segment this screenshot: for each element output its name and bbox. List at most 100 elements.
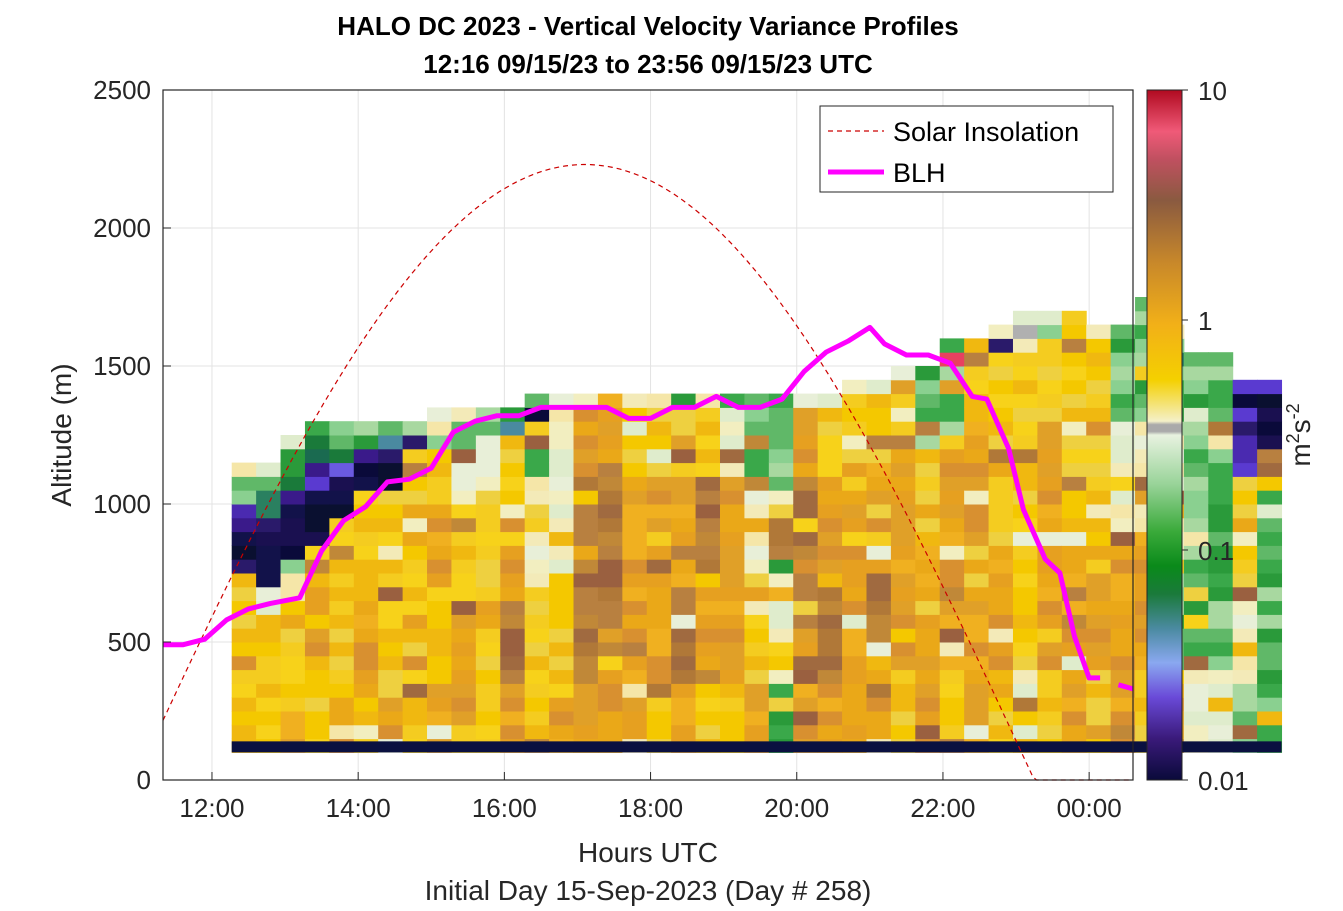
heatmap-cell [671,724,697,740]
heatmap-cell [500,614,526,629]
heatmap-cell [231,586,257,602]
heatmap-cell [939,531,965,546]
heatmap-cell [939,545,965,560]
heatmap-cell [1110,655,1136,671]
heatmap-cell [402,504,428,519]
heatmap-cell [646,628,672,643]
heatmap-cell [866,393,892,408]
heatmap-cell [793,642,819,657]
heatmap-cell [744,724,770,740]
heatmap-cell [549,476,575,491]
heatmap-cell [280,600,306,615]
heatmap-cell [1183,600,1209,615]
heatmap-cell [964,586,990,602]
heatmap-cell [1232,724,1258,740]
heatmap-cell [1037,669,1063,684]
heatmap-cell [304,476,330,491]
heatmap-cell [866,435,892,450]
y-tick-label: 1500 [93,351,151,381]
heatmap-cell [671,628,697,643]
heatmap-cell [1012,628,1038,643]
heatmap-cell [1061,545,1087,560]
heatmap-cell [353,697,379,712]
heatmap-cell [915,366,941,381]
heatmap-cell [402,545,428,560]
heatmap-cell [744,448,770,464]
heatmap-cell [549,586,575,602]
heatmap-cell [256,586,282,602]
heatmap-cell [329,697,355,712]
heatmap-cell [1257,655,1283,671]
heatmap-cell [842,379,867,395]
heatmap-cell [329,724,355,740]
heatmap-cell [622,476,648,491]
heatmap-cell [1208,393,1234,408]
heatmap-cell [1061,697,1087,712]
x-tick-label: 14:00 [326,793,391,823]
x-tick-label: 12:00 [179,793,244,823]
heatmap-cell [304,614,330,629]
heatmap-cell [866,379,892,395]
heatmap-cell [842,393,867,408]
heatmap-cell [695,724,721,740]
heatmap-cell [646,393,672,408]
heatmap-cell [817,655,843,671]
heatmap-cell [1012,531,1038,546]
legend-box [819,105,1114,193]
heatmap-cell [427,628,452,643]
heatmap-cell [1061,421,1087,436]
heatmap-cell [1257,407,1283,422]
heatmap-cell [793,573,819,588]
heatmap-cell [378,573,404,588]
heatmap-cell [793,462,819,477]
heatmap-cell [915,697,941,712]
heatmap-cell [1208,517,1234,533]
heatmap-cell [1183,407,1209,422]
heatmap-cell [1183,421,1209,436]
heatmap-cell [231,683,257,698]
heatmap-cell [573,393,599,408]
heatmap-cell [964,421,990,436]
heatmap-cell [280,628,306,643]
heatmap-cell [1037,628,1063,643]
heatmap-cell [549,711,575,726]
heatmap-cell [695,435,721,450]
heatmap-cell [793,504,819,519]
heatmap-cell [304,462,330,477]
heatmap-cell [671,448,697,464]
heatmap-cell [842,724,867,740]
heatmap-cell [353,724,379,740]
heatmap-cell [695,586,721,602]
heatmap-cell [817,628,843,643]
heatmap-cell [549,517,575,533]
heatmap-cell [1183,448,1209,464]
heatmap-cell [1012,683,1038,698]
heatmap-cell [1257,711,1283,726]
legend-blh-label: BLH [893,158,946,188]
heatmap-cell [256,573,282,588]
heatmap-cell [573,435,599,450]
heatmap-cell [866,545,892,560]
heatmap-cell [402,421,428,436]
heatmap-cell [1037,504,1063,519]
heatmap-cell [817,504,843,519]
heatmap-cell [427,421,452,436]
heatmap-cell [1110,324,1136,339]
heatmap-cell [524,586,550,602]
heatmap-cell [744,531,770,546]
heatmap-cell [231,628,257,643]
heatmap-cell [549,448,575,464]
heatmap-cell [500,490,526,505]
heatmap-cell [500,435,526,450]
heatmap-cell [549,600,575,615]
heatmap-cell [1257,586,1283,602]
heatmap-cell [890,586,916,602]
heatmap-cell [1183,559,1209,574]
heatmap-cell [573,476,599,491]
heatmap-cell [1086,421,1112,436]
heatmap-cell [280,573,306,588]
heatmap-cell [964,517,990,533]
heatmap-cell [451,711,477,726]
heatmap-cell [1208,573,1234,588]
heatmap-cell [1208,628,1234,643]
